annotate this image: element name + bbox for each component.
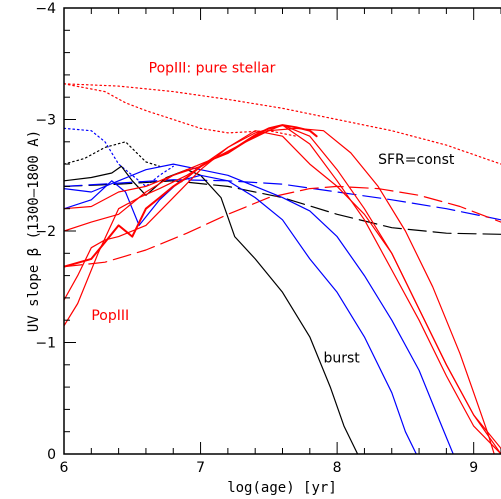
series-line-0 [64,83,501,165]
x-axis-label: log(age) [yr] [227,480,337,496]
series-line-10 [64,127,495,454]
series-line-6 [64,185,501,268]
text-layer: log(age) [yr] UV slope β (1300–1800 A) 6… [26,1,478,496]
annotation-label: PopIII [91,308,129,324]
y-axis-label: UV slope β (1300–1800 A) [26,130,42,332]
y-tick-label: −2 [35,224,56,240]
series-line-3 [64,141,161,167]
plot-frame [63,7,501,455]
series-line-5 [64,179,501,221]
x-tick-label: 6 [60,460,69,476]
x-tick-label: 8 [333,460,342,476]
series-line-4 [64,180,501,235]
axes-layer [63,7,501,455]
annotation-label: PopIII: pure stellar [149,61,276,77]
series-line-14 [64,124,318,268]
x-tick-label: 7 [196,460,205,476]
y-tick-label: 0 [47,447,56,463]
y-tick-label: −4 [35,1,56,17]
annotation-label: SFR=const [378,152,455,168]
series-line-9 [64,163,454,454]
series-layer [64,83,501,454]
annotation-label: burst [323,351,360,367]
y-tick-label: −3 [35,113,56,129]
series-line-8 [64,174,417,454]
y-tick-label: −1 [35,336,56,352]
series-line-13 [64,124,501,454]
x-tick-label: 9 [469,460,478,476]
series-line-1 [64,83,297,137]
series-line-2 [64,127,174,187]
